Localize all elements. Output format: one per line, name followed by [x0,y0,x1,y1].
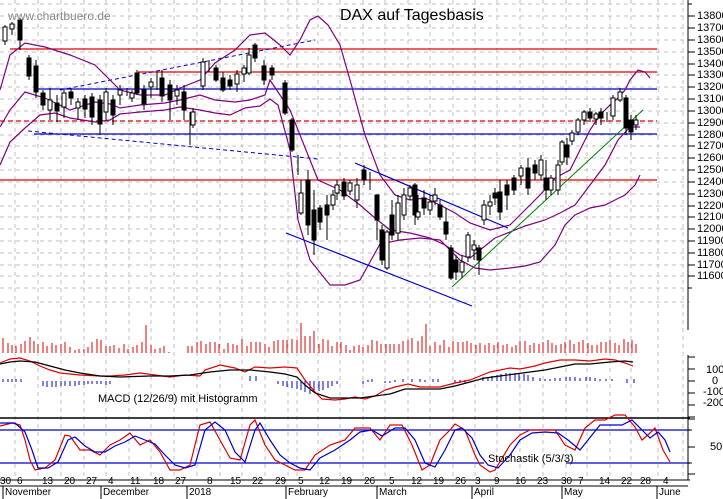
day-label: 16 [515,476,527,487]
day-label: 11 [130,476,141,487]
price-label: 12100 [697,211,723,223]
month-label: March [379,487,407,498]
macd-axis-label: -100 [703,386,723,398]
price-label: 11800 [697,247,723,259]
price-label: 12700 [697,140,723,152]
macd-signal-line [0,360,634,399]
price-axis-ticks [688,3,695,475]
day-label: 12 [319,476,331,487]
price-label: 13100 [697,93,723,105]
day-label: 26 [364,476,376,487]
day-label: 8 [207,476,213,487]
price-label: 13300 [697,69,723,81]
day-label: 30 [561,476,573,487]
day-label: 19 [433,476,445,487]
price-label: 13200 [697,81,723,93]
stochastic-axis-label: 50 [710,441,723,453]
bollinger-bands [0,15,651,286]
month-label: June [659,487,681,498]
day-label: 23 [537,476,549,487]
day-label: 14 [599,476,611,487]
price-label: 12300 [697,188,723,200]
price-label: 12600 [697,152,723,164]
price-label: 12800 [697,129,723,141]
price-label: 12000 [697,223,723,235]
day-label: 6 [17,476,23,487]
price-label: 13800 [697,10,723,22]
price-label: 11700 [697,259,723,271]
macd-axis-label: 100 [706,364,723,376]
price-label: 12400 [697,176,723,188]
day-label: 30 [0,476,12,487]
day-label: 19 [341,476,353,487]
day-label: 5 [298,476,304,487]
stochastic-d-line [0,419,671,471]
macd-label: MACD (12/26/9) mit Histogramm [98,393,258,405]
stochastic-label: Stochastik (5/3/3) [488,453,574,465]
day-label: 22 [252,476,264,487]
price-label: 12200 [697,200,723,212]
month-label: November [5,487,52,498]
volume-bars [2,323,637,353]
price-label: 13000 [697,105,723,117]
price-label: 13400 [697,58,723,70]
day-label: 7 [578,476,584,487]
price-label: 11600 [697,270,723,282]
month-label: 2018 [189,487,212,498]
day-label: 20 [64,476,76,487]
month-label: February [288,487,329,498]
stochastic-k-line [0,414,671,473]
day-label: 3 [475,476,481,487]
chart-title: DAX auf Tagesbasis [340,7,484,24]
watermark: www.chartbuero.de [8,9,111,23]
month-label: May [564,487,583,498]
day-label: 12 [411,476,423,487]
day-label: 13 [42,476,54,487]
macd-axis-label: -200 [703,397,723,409]
x-axis [0,485,688,499]
day-label: 22 [621,476,633,487]
price-label: 13600 [697,34,723,46]
uptrend-line [451,109,644,288]
day-label: 26 [455,476,467,487]
price-label: 13700 [697,22,723,34]
price-candles [2,18,639,280]
horizontal-grid [0,3,690,303]
day-label: 5 [389,476,395,487]
price-label: 12900 [697,117,723,129]
macd-axis-label: 0 [712,375,719,387]
day-label: 15 [230,476,242,487]
day-label: 28 [640,476,652,487]
price-label: 11900 [697,235,723,247]
day-label: 4 [108,476,114,487]
price-label: 13500 [697,46,723,58]
month-label: April [474,487,495,498]
dashed-trendlines [27,39,319,160]
day-label: 9 [494,476,500,487]
day-label: 27 [175,476,187,487]
day-label: 27 [86,476,98,487]
month-label: December [103,487,150,498]
price-label: 12500 [697,164,723,176]
stochastic-levels [0,429,690,464]
day-label: 4 [663,476,669,487]
day-label: 29 [275,476,287,487]
day-label: 18 [153,476,165,487]
